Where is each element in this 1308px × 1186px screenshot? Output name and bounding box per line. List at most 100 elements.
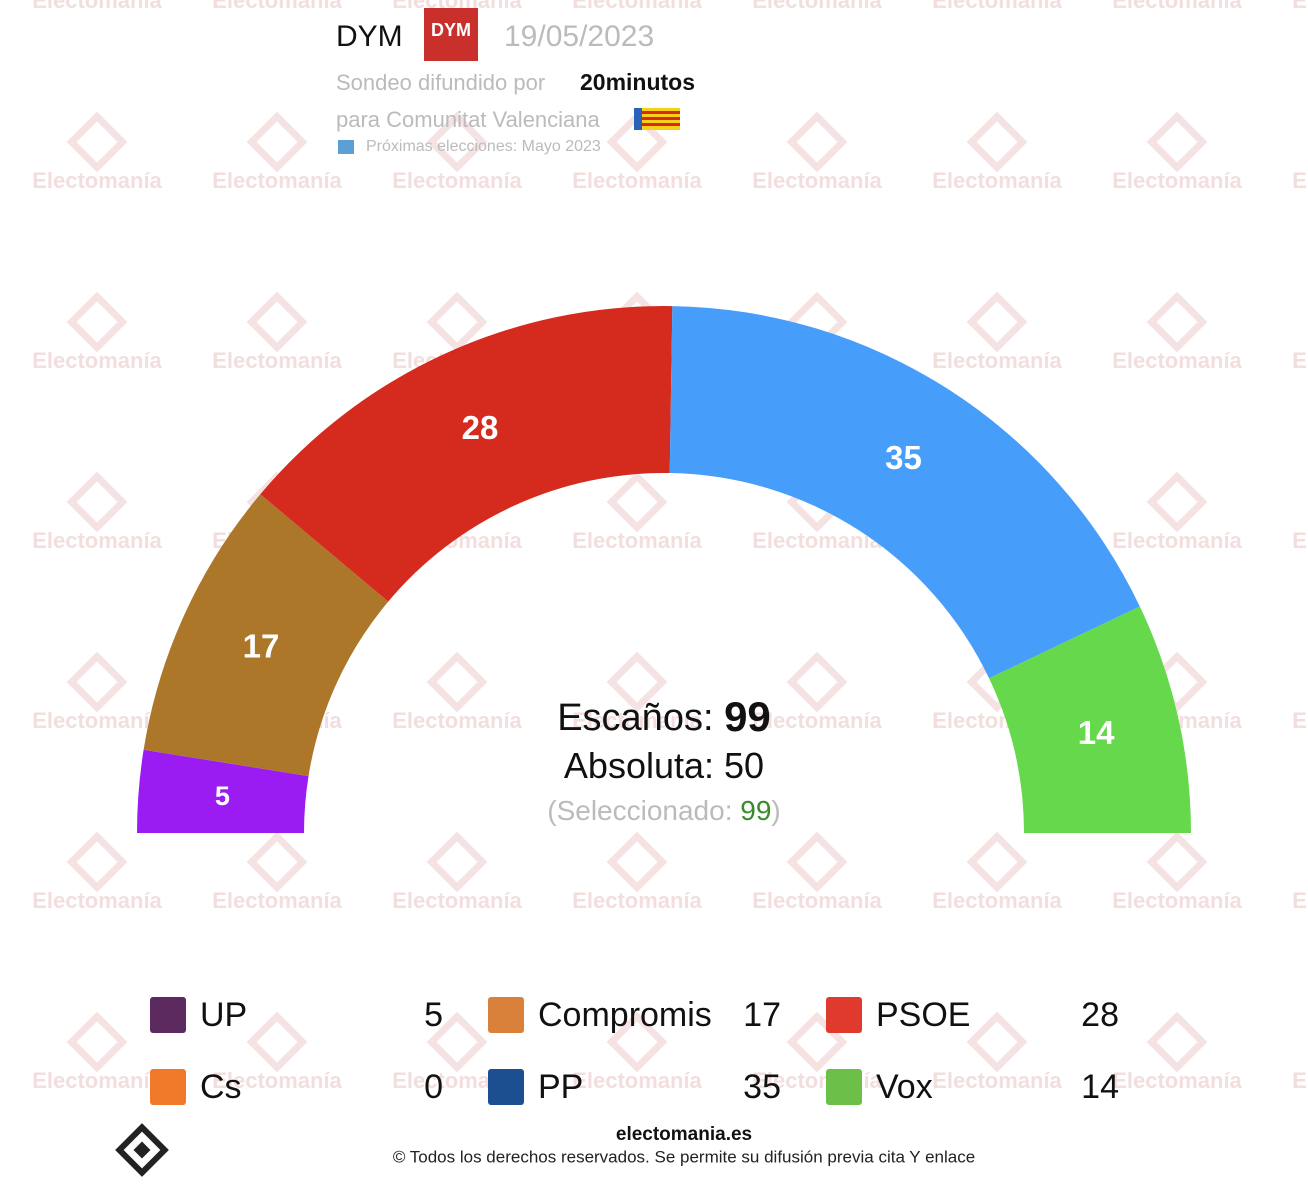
watermark-icon bbox=[966, 291, 1028, 353]
legend-value: 0 bbox=[424, 1068, 443, 1106]
footer-site: electomania.es bbox=[616, 1124, 752, 1145]
watermark-icon bbox=[1146, 471, 1208, 533]
watermark-icon bbox=[66, 471, 128, 533]
watermark-text: Electomanía bbox=[752, 708, 882, 733]
pollster: DYM bbox=[336, 20, 403, 53]
legend-value: 14 bbox=[1081, 1068, 1119, 1106]
footer-copyright: © Todos los derechos reservados. Se perm… bbox=[393, 1147, 975, 1166]
watermark-text: Electomanía bbox=[1292, 168, 1308, 193]
seats: Escaños: 99 bbox=[557, 693, 771, 740]
watermark-icon bbox=[786, 831, 848, 893]
watermark-icon bbox=[606, 1011, 668, 1073]
segment-label: 35 bbox=[885, 439, 922, 476]
watermark-text: Electomanía bbox=[752, 0, 882, 13]
watermark-text: Electomanía bbox=[1292, 708, 1308, 733]
watermark-text: Electomanía bbox=[1112, 168, 1242, 193]
watermark-icon bbox=[966, 111, 1028, 173]
watermark-icon bbox=[426, 291, 488, 353]
selected-prefix: (Seleccionado: bbox=[547, 795, 732, 826]
segment-label: 14 bbox=[1078, 714, 1115, 751]
watermark-icon bbox=[66, 831, 128, 893]
watermark-text: Electomanía bbox=[1292, 528, 1308, 553]
watermark-icon bbox=[786, 111, 848, 173]
seat-segment bbox=[669, 306, 1140, 679]
party-icon bbox=[826, 1069, 862, 1105]
watermark-icon bbox=[246, 291, 308, 353]
selected-suffix: ) bbox=[771, 795, 780, 826]
watermark-icon bbox=[966, 831, 1028, 893]
watermark-text: Electomanía bbox=[1292, 348, 1308, 373]
watermark-layer: Electomanía Electomanía Electomanía Electom… bbox=[32, 0, 1308, 1093]
legend-name: PP bbox=[538, 1068, 583, 1106]
legend-name: Cs bbox=[200, 1068, 242, 1106]
watermark-text: Electomanía bbox=[1112, 888, 1242, 913]
party-icon bbox=[488, 997, 524, 1033]
legend-value: 28 bbox=[1081, 996, 1119, 1034]
party-icon bbox=[150, 1069, 186, 1105]
watermark-text: Electomanía bbox=[392, 708, 522, 733]
legend-name: PSOE bbox=[876, 996, 970, 1034]
footer-logo bbox=[115, 1123, 169, 1177]
watermark-text: Electomanía bbox=[932, 168, 1062, 193]
watermark-icon bbox=[426, 111, 488, 173]
logo-text: DYM bbox=[431, 20, 471, 40]
watermark-text: Electomanía bbox=[752, 168, 882, 193]
chart: 5 17 28 35 14 bbox=[137, 306, 1191, 833]
watermark-text: Electomanía bbox=[1292, 888, 1308, 913]
watermark-icon bbox=[966, 1011, 1028, 1073]
segment-label: 5 bbox=[215, 781, 230, 811]
seat-segment bbox=[989, 606, 1191, 833]
seat-segment bbox=[137, 749, 309, 833]
watermark-icon bbox=[66, 1011, 128, 1073]
watermark-text: Electomanía bbox=[392, 168, 522, 193]
watermark-icon bbox=[786, 651, 848, 713]
majority: Absoluta: 50 bbox=[564, 745, 764, 786]
watermark-text: Electomanía bbox=[212, 888, 342, 913]
watermark-text: Electomanía bbox=[32, 888, 162, 913]
watermark-text: Electomanía bbox=[32, 348, 162, 373]
watermark-text: Electomanía bbox=[932, 0, 1062, 13]
watermark-icon bbox=[1146, 291, 1208, 353]
watermark-text: Electomanía bbox=[32, 708, 162, 733]
watermark-text: Electomanía bbox=[572, 0, 702, 13]
legend-name: Vox bbox=[876, 1068, 933, 1106]
next-election: Próximas elecciones: Mayo 2023 bbox=[366, 138, 601, 155]
watermark-text: Electomanía bbox=[212, 168, 342, 193]
watermark-icon bbox=[66, 291, 128, 353]
watermark-text: Electomanía bbox=[32, 168, 162, 193]
watermark-text: Electomanía bbox=[212, 0, 342, 13]
watermark-icon bbox=[606, 651, 668, 713]
seats-label: Escaños: bbox=[557, 697, 713, 739]
watermark-icon bbox=[1146, 1011, 1208, 1073]
legend-value: 17 bbox=[743, 996, 781, 1034]
majority-label: Absoluta: bbox=[564, 745, 714, 786]
date: 19/05/2023 bbox=[504, 20, 654, 53]
watermark-icon bbox=[1146, 831, 1208, 893]
segment-label: 17 bbox=[243, 628, 280, 665]
watermark-text: Electomanía bbox=[932, 888, 1062, 913]
watermark-text: Electomanía bbox=[572, 1068, 702, 1093]
watermark-text: Electomanía bbox=[1112, 1068, 1242, 1093]
watermark-text: Electomanía bbox=[1112, 0, 1242, 13]
watermark-text: Electomanía bbox=[572, 168, 702, 193]
party-icon bbox=[488, 1069, 524, 1105]
watermark-icon bbox=[426, 1011, 488, 1073]
watermark-text: Electomanía bbox=[32, 528, 162, 553]
watermark-text: Electomanía bbox=[1112, 528, 1242, 553]
region: para Comunitat Valenciana bbox=[336, 107, 601, 132]
watermark-icon bbox=[66, 111, 128, 173]
watermark-icon bbox=[246, 111, 308, 173]
watermark-icon bbox=[426, 831, 488, 893]
watermark-text: Electomanía bbox=[752, 528, 882, 553]
selected: (Seleccionado: 99) bbox=[547, 795, 781, 826]
selected-value: 99 bbox=[740, 795, 771, 826]
watermark-text: Electomanía bbox=[932, 348, 1062, 373]
watermark-icon bbox=[606, 831, 668, 893]
watermark-text: Electomanía bbox=[1112, 348, 1242, 373]
pollster-logo bbox=[424, 8, 478, 61]
seats-total: 99 bbox=[724, 693, 771, 740]
watermark-text: Electomanía bbox=[32, 0, 162, 13]
watermark-text: Electomanía bbox=[392, 888, 522, 913]
legend-value: 35 bbox=[743, 1068, 781, 1106]
